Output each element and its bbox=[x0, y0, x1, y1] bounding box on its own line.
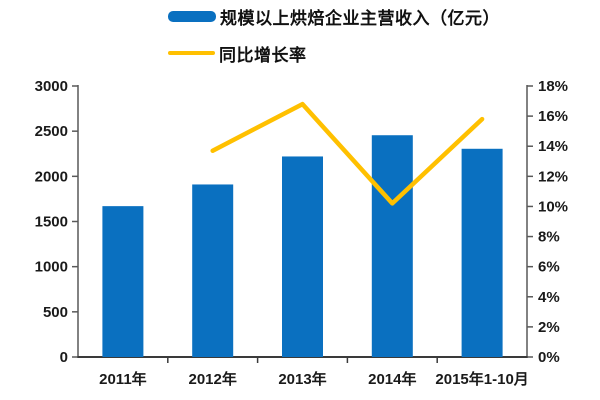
left-axis-tick-label: 0 bbox=[60, 349, 68, 366]
left-axis-tick-label: 2000 bbox=[35, 168, 68, 185]
left-axis-tick-label: 2500 bbox=[35, 123, 68, 140]
left-axis-tick-label: 1500 bbox=[35, 214, 68, 231]
left-axis-tick-label: 500 bbox=[43, 304, 68, 321]
right-axis-tick-label: 12% bbox=[538, 168, 568, 185]
x-axis-label-2013年: 2013年 bbox=[278, 370, 326, 388]
right-axis-tick-label: 8% bbox=[538, 229, 560, 246]
right-axis-tick-label: 10% bbox=[538, 198, 568, 215]
bar-2015年1-10月 bbox=[461, 148, 503, 357]
line-series-label: 同比增长率 bbox=[219, 45, 307, 65]
right-axis-tick-label: 16% bbox=[538, 108, 568, 125]
x-axis-label-2011年: 2011年 bbox=[99, 370, 147, 388]
bar-2014年 bbox=[371, 135, 413, 357]
bar-2011年 bbox=[102, 206, 144, 357]
right-axis-tick-label: 0% bbox=[538, 349, 560, 366]
right-axis-tick-label: 2% bbox=[538, 319, 560, 336]
legend: 规模以上烘焙企业主营收入（亿元） 同比增长率 bbox=[168, 5, 500, 65]
right-axis-tick-label: 14% bbox=[538, 138, 568, 155]
growth-rate-line bbox=[210, 101, 485, 206]
legend-item-growth: 同比增长率 bbox=[168, 42, 500, 65]
x-axis-label-2015年1-10月: 2015年1-10月 bbox=[435, 370, 528, 388]
line-series-swatch bbox=[168, 51, 215, 55]
bar-series-label: 规模以上烘焙企业主营收入（亿元） bbox=[220, 8, 500, 28]
bar-2012年 bbox=[192, 184, 234, 357]
left-axis-tick-label: 3000 bbox=[35, 78, 68, 95]
x-axis-label-2014年: 2014年 bbox=[368, 370, 416, 388]
right-axis-tick-label: 6% bbox=[538, 259, 560, 276]
x-axis-label-2012年: 2012年 bbox=[189, 370, 237, 388]
left-axis-tick-label: 1000 bbox=[35, 259, 68, 276]
right-axis-tick-label: 4% bbox=[538, 289, 560, 306]
right-axis-tick-label: 18% bbox=[538, 78, 568, 95]
bar-series-swatch bbox=[168, 10, 216, 22]
bar-2013年 bbox=[282, 156, 323, 357]
legend-item-revenue: 规模以上烘焙企业主营收入（亿元） bbox=[168, 5, 500, 28]
